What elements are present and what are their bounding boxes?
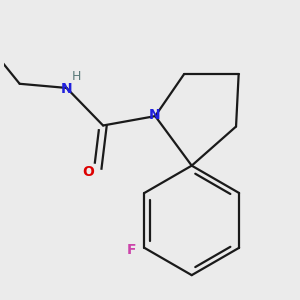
- Text: H: H: [71, 70, 81, 83]
- Text: N: N: [61, 82, 72, 96]
- Text: F: F: [127, 243, 136, 257]
- Text: N: N: [148, 108, 160, 122]
- Text: O: O: [82, 165, 94, 179]
